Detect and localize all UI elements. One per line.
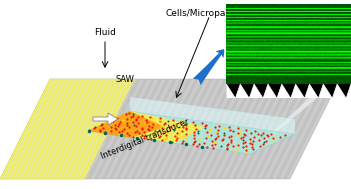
Text: SAW: SAW [115,74,134,84]
Polygon shape [225,79,278,179]
Polygon shape [226,84,351,98]
Polygon shape [145,79,199,179]
Polygon shape [276,79,329,179]
Polygon shape [87,79,141,179]
Polygon shape [116,79,170,179]
Polygon shape [101,79,155,179]
Polygon shape [250,69,340,154]
Polygon shape [36,79,90,179]
Polygon shape [65,79,119,179]
Polygon shape [29,79,82,179]
Polygon shape [188,79,242,179]
Polygon shape [27,79,79,179]
Polygon shape [73,79,126,179]
Polygon shape [44,79,97,179]
Polygon shape [196,79,249,179]
Polygon shape [261,79,314,179]
Polygon shape [88,111,205,143]
Text: Fluid: Fluid [94,28,116,37]
Polygon shape [0,79,54,179]
Polygon shape [254,79,307,179]
Polygon shape [138,79,191,179]
Polygon shape [42,79,95,179]
Polygon shape [22,79,75,179]
Polygon shape [218,79,271,179]
Text: Cells/Microparticles: Cells/Microparticles [166,9,254,18]
Polygon shape [80,79,132,179]
Polygon shape [80,79,133,179]
Polygon shape [51,79,104,179]
Polygon shape [16,79,68,179]
Polygon shape [232,79,286,179]
Polygon shape [88,111,165,138]
Polygon shape [48,79,100,179]
Polygon shape [93,113,118,125]
Polygon shape [131,79,184,179]
Polygon shape [123,79,177,179]
Polygon shape [14,79,68,179]
Polygon shape [58,79,112,179]
Polygon shape [74,79,127,179]
Polygon shape [181,79,235,179]
Polygon shape [210,79,264,179]
Polygon shape [109,79,163,179]
Polygon shape [11,79,63,179]
Polygon shape [203,79,257,179]
Polygon shape [69,79,121,179]
Polygon shape [37,79,90,179]
Polygon shape [32,79,84,179]
Polygon shape [174,79,228,179]
Polygon shape [130,97,295,134]
Polygon shape [152,79,206,179]
Polygon shape [94,79,148,179]
Polygon shape [0,79,52,179]
Text: Sawtooth
metasurface: Sawtooth metasurface [265,27,322,47]
Polygon shape [21,79,74,179]
Polygon shape [159,79,213,179]
Polygon shape [7,79,61,179]
Text: Interdigital transducer: Interdigital transducer [100,117,191,161]
Polygon shape [246,79,300,179]
Polygon shape [0,79,340,179]
Polygon shape [58,79,111,179]
Polygon shape [239,79,293,179]
Polygon shape [88,111,295,154]
Polygon shape [167,79,220,179]
Polygon shape [283,79,336,179]
Polygon shape [5,79,58,179]
Polygon shape [53,79,106,179]
Polygon shape [0,79,135,179]
Polygon shape [64,79,116,179]
Polygon shape [268,79,322,179]
